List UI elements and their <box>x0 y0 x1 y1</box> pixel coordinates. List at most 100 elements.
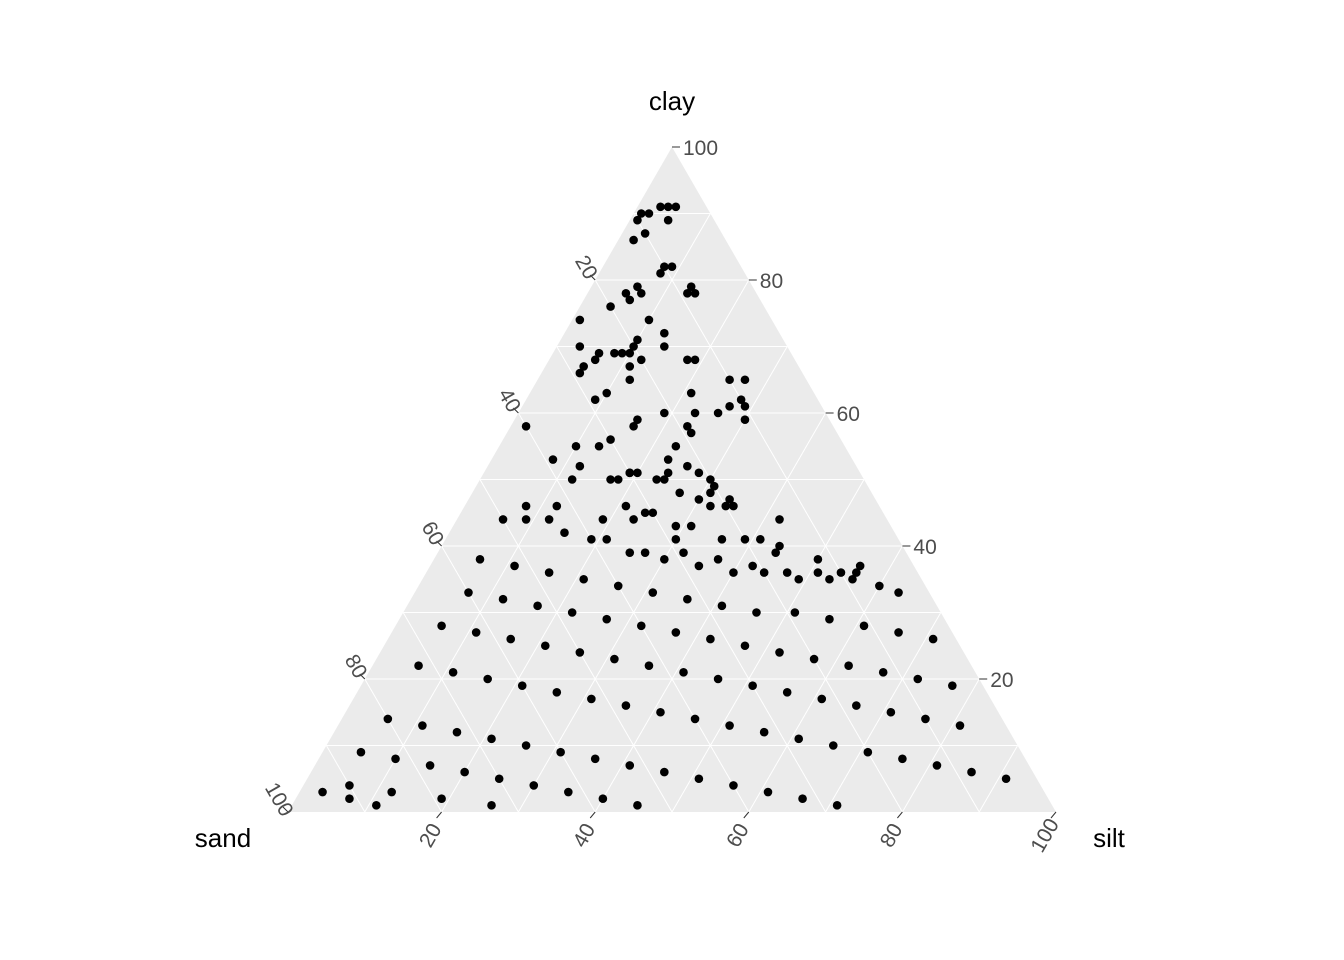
data-point-156 <box>506 634 516 644</box>
data-point-84 <box>621 501 631 511</box>
data-points <box>318 202 1011 810</box>
data-point-103 <box>686 521 696 531</box>
data-point-167 <box>886 707 896 717</box>
data-point-185 <box>932 761 942 770</box>
data-point-112 <box>498 515 508 524</box>
tick-silt-80 <box>897 811 903 819</box>
data-point-18 <box>625 295 635 305</box>
data-point-92 <box>775 541 784 551</box>
axis-title-silt: silt <box>1093 823 1126 853</box>
data-point-127 <box>544 568 554 577</box>
data-point-176 <box>621 701 631 710</box>
data-point-46 <box>683 422 692 431</box>
data-point-106 <box>625 548 635 557</box>
data-point-214 <box>487 801 496 810</box>
data-point-148 <box>775 648 784 657</box>
data-point-30 <box>636 355 646 365</box>
data-point-13 <box>636 289 646 298</box>
data-point-27 <box>629 342 638 351</box>
tick-sand-100 <box>282 806 289 813</box>
data-point-3 <box>636 209 646 218</box>
data-point-170 <box>414 661 423 670</box>
data-point-145 <box>671 628 681 637</box>
data-point-204 <box>425 761 435 770</box>
tick-silt-100 <box>1050 811 1057 819</box>
data-point-87 <box>671 535 681 544</box>
data-point-58 <box>594 441 604 451</box>
data-point-117 <box>679 548 688 557</box>
data-point-28 <box>633 335 642 345</box>
data-point-5 <box>633 215 642 225</box>
grid-line-silt-30 <box>517 346 788 813</box>
data-point-179 <box>725 721 734 730</box>
data-point-93 <box>813 555 823 564</box>
data-point-190 <box>452 727 462 737</box>
tick-label-clay-20: 20 <box>990 669 1013 692</box>
data-point-206 <box>494 774 504 784</box>
data-point-116 <box>640 548 650 557</box>
grid-line-sand-30 <box>556 346 827 813</box>
data-point-73 <box>567 475 577 484</box>
data-point-15 <box>683 289 692 298</box>
data-point-144 <box>636 621 646 631</box>
data-point-63 <box>709 481 719 491</box>
data-point-129 <box>613 581 623 591</box>
data-point-164 <box>782 688 792 697</box>
data-point-69 <box>675 488 684 498</box>
data-point-215 <box>318 787 327 797</box>
data-point-67 <box>633 468 642 478</box>
data-point-50 <box>740 402 750 411</box>
data-point-48 <box>713 408 723 418</box>
data-point-125 <box>475 555 485 564</box>
data-point-195 <box>625 761 635 770</box>
data-point-88 <box>717 535 727 544</box>
data-point-36 <box>683 355 692 365</box>
grid-line-silt-10 <box>364 213 711 813</box>
tick-label-silt-60: 60 <box>722 820 754 852</box>
tick-label-sand-100: 100 <box>260 779 297 821</box>
data-point-34 <box>594 348 604 358</box>
tick-silt-40 <box>589 811 596 819</box>
data-point-35 <box>625 362 635 371</box>
data-point-173 <box>517 681 527 690</box>
data-point-183 <box>863 747 873 757</box>
grid-line-silt-50 <box>671 479 865 813</box>
tick-label-silt-100: 100 <box>1026 815 1063 857</box>
data-point-187 <box>1001 774 1011 784</box>
data-point-111 <box>794 574 804 584</box>
data-point-100 <box>598 515 608 524</box>
data-point-168 <box>921 714 930 724</box>
data-point-113 <box>521 515 531 524</box>
grid-line-silt-80 <box>901 678 980 813</box>
data-point-47 <box>690 408 700 418</box>
tick-label-silt-20: 20 <box>415 820 447 852</box>
data-point-19 <box>621 289 631 298</box>
data-point-209 <box>598 794 608 803</box>
data-point-97 <box>855 561 865 571</box>
data-point-137 <box>894 628 903 637</box>
data-point-94 <box>825 574 834 584</box>
tick-label-clay-40: 40 <box>913 536 936 559</box>
data-point-212 <box>387 787 396 797</box>
data-point-140 <box>498 594 508 604</box>
data-point-155 <box>471 628 481 637</box>
data-point-71 <box>725 495 734 504</box>
data-point-152 <box>913 674 923 684</box>
gridlines <box>325 213 1019 813</box>
tick-sand-80 <box>359 673 366 680</box>
data-point-128 <box>579 574 588 584</box>
data-point-197 <box>694 774 704 784</box>
data-point-138 <box>928 634 938 644</box>
data-point-76 <box>663 468 673 478</box>
tick-sand-20 <box>589 274 596 281</box>
data-point-194 <box>590 754 600 764</box>
data-point-175 <box>587 694 596 704</box>
data-point-186 <box>967 767 976 777</box>
data-point-53 <box>660 408 669 418</box>
data-point-158 <box>575 648 585 657</box>
data-point-192 <box>521 741 531 750</box>
axis-title-clay: clay <box>649 86 695 116</box>
data-point-134 <box>790 608 800 617</box>
data-point-21 <box>660 328 669 338</box>
data-point-102 <box>671 521 681 531</box>
